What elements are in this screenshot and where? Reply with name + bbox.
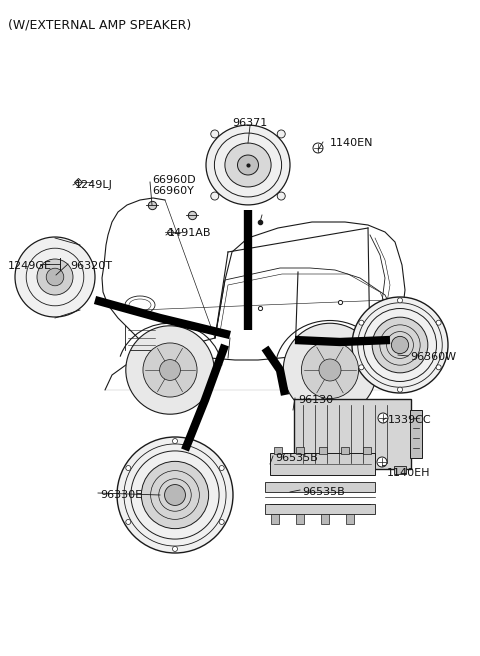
Circle shape	[219, 520, 224, 524]
Circle shape	[372, 317, 428, 373]
Ellipse shape	[225, 143, 271, 187]
Circle shape	[359, 365, 364, 370]
Circle shape	[301, 341, 359, 399]
Circle shape	[397, 387, 403, 392]
Text: 96535B: 96535B	[302, 487, 345, 497]
Bar	[410, 410, 422, 458]
Circle shape	[352, 297, 448, 393]
Bar	[265, 504, 375, 514]
Circle shape	[143, 343, 197, 397]
Bar	[299, 466, 311, 474]
Text: 96360W: 96360W	[410, 352, 456, 362]
Text: 1249GE: 1249GE	[8, 261, 52, 271]
Text: 96320T: 96320T	[70, 261, 112, 271]
Text: 1140EN: 1140EN	[330, 138, 373, 148]
Bar	[363, 447, 371, 454]
Text: 1249LJ: 1249LJ	[75, 180, 113, 190]
Circle shape	[211, 130, 219, 138]
Circle shape	[126, 326, 214, 414]
Circle shape	[211, 192, 219, 200]
Text: 96535B: 96535B	[275, 453, 318, 463]
Text: 66960Y: 66960Y	[152, 186, 194, 196]
Circle shape	[359, 320, 364, 325]
Bar	[341, 447, 349, 454]
Circle shape	[391, 337, 408, 354]
Text: 1491AB: 1491AB	[168, 228, 212, 238]
Text: 96371: 96371	[232, 118, 268, 128]
Circle shape	[436, 320, 441, 325]
Bar	[265, 482, 375, 492]
Circle shape	[126, 520, 131, 524]
Bar	[296, 514, 304, 524]
Circle shape	[15, 237, 95, 317]
Bar	[270, 453, 375, 475]
Bar	[296, 447, 304, 454]
FancyBboxPatch shape	[294, 399, 411, 469]
Text: 66960D: 66960D	[152, 175, 196, 185]
Ellipse shape	[206, 125, 290, 205]
Bar	[321, 514, 329, 524]
Text: (W/EXTERNAL AMP SPEAKER): (W/EXTERNAL AMP SPEAKER)	[8, 18, 191, 31]
Circle shape	[277, 130, 285, 138]
Text: 96330E: 96330E	[100, 490, 142, 500]
Circle shape	[159, 359, 180, 380]
Text: 96130: 96130	[298, 395, 333, 405]
Circle shape	[283, 323, 377, 417]
Bar	[346, 514, 354, 524]
Bar	[319, 447, 326, 454]
Circle shape	[117, 437, 233, 553]
Circle shape	[172, 546, 178, 552]
Circle shape	[172, 439, 178, 443]
Circle shape	[126, 466, 131, 470]
Circle shape	[142, 461, 209, 529]
Circle shape	[277, 192, 285, 200]
Circle shape	[436, 365, 441, 370]
Circle shape	[397, 298, 403, 303]
Bar	[394, 466, 406, 474]
Bar	[274, 447, 282, 454]
Circle shape	[219, 466, 224, 470]
Circle shape	[37, 259, 73, 295]
Text: 1339CC: 1339CC	[388, 415, 432, 425]
Circle shape	[377, 457, 387, 467]
Ellipse shape	[238, 155, 259, 175]
Bar	[271, 514, 279, 524]
Circle shape	[165, 485, 185, 505]
Circle shape	[46, 268, 64, 286]
Circle shape	[313, 143, 323, 153]
Text: 1140EH: 1140EH	[387, 468, 431, 478]
Circle shape	[319, 359, 341, 381]
Circle shape	[378, 413, 388, 423]
